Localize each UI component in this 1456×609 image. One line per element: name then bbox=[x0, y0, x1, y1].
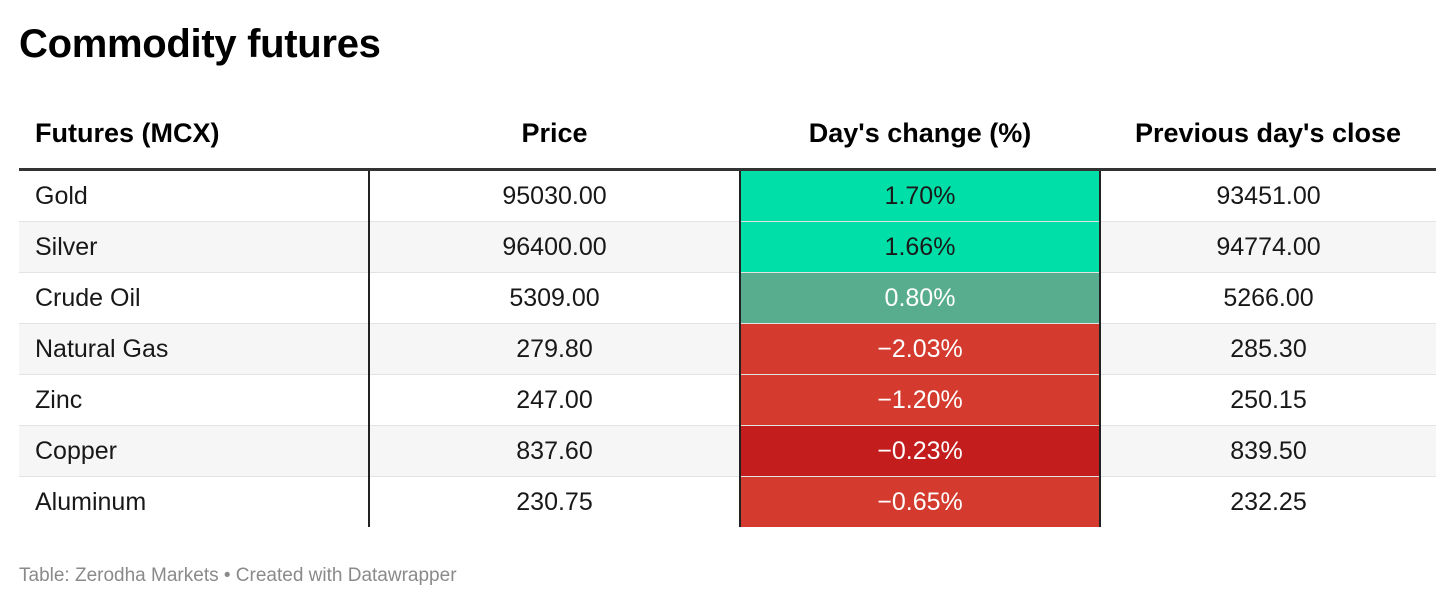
price-cell: 837.60 bbox=[368, 425, 740, 477]
page-title: Commodity futures bbox=[19, 22, 381, 66]
price-cell: 95030.00 bbox=[368, 169, 740, 222]
days-change-cell: −0.65% bbox=[739, 476, 1101, 527]
commodity-name-cell: Silver bbox=[19, 221, 369, 273]
table-row: Zinc 247.00 −1.20% 250.15 bbox=[19, 374, 1436, 426]
previous-close-cell: 5266.00 bbox=[1100, 272, 1436, 324]
price-cell: 247.00 bbox=[368, 374, 740, 426]
previous-close-cell: 285.30 bbox=[1100, 323, 1436, 375]
commodity-name-cell: Copper bbox=[19, 425, 369, 477]
previous-close-cell: 250.15 bbox=[1100, 374, 1436, 426]
table-header-row: Futures (MCX) Price Day's change (%) Pre… bbox=[19, 98, 1436, 171]
price-cell: 96400.00 bbox=[368, 221, 740, 273]
table-row: Copper 837.60 −0.23% 839.50 bbox=[19, 425, 1436, 477]
column-header-days-change[interactable]: Day's change (%) bbox=[740, 98, 1100, 171]
column-header-price[interactable]: Price bbox=[369, 98, 740, 171]
table-row: Crude Oil 5309.00 0.80% 5266.00 bbox=[19, 272, 1436, 324]
previous-close-cell: 94774.00 bbox=[1100, 221, 1436, 273]
column-header-futures[interactable]: Futures (MCX) bbox=[19, 98, 369, 171]
source-note: Table: Zerodha Markets • Created with Da… bbox=[19, 565, 457, 586]
days-change-cell: −1.20% bbox=[739, 374, 1101, 426]
days-change-cell: −0.23% bbox=[739, 425, 1101, 477]
table-row: Silver 96400.00 1.66% 94774.00 bbox=[19, 221, 1436, 273]
days-change-cell: 0.80% bbox=[739, 272, 1101, 324]
price-cell: 5309.00 bbox=[368, 272, 740, 324]
commodity-table: Futures (MCX) Price Day's change (%) Pre… bbox=[19, 98, 1436, 527]
commodity-name-cell: Natural Gas bbox=[19, 323, 369, 375]
previous-close-cell: 839.50 bbox=[1100, 425, 1436, 477]
previous-close-cell: 93451.00 bbox=[1100, 169, 1436, 222]
table-row: Aluminum 230.75 −0.65% 232.25 bbox=[19, 476, 1436, 527]
table-row: Natural Gas 279.80 −2.03% 285.30 bbox=[19, 323, 1436, 375]
table-row: Gold 95030.00 1.70% 93451.00 bbox=[19, 169, 1436, 222]
commodity-name-cell: Gold bbox=[19, 169, 369, 222]
days-change-cell: −2.03% bbox=[739, 323, 1101, 375]
previous-close-cell: 232.25 bbox=[1230, 487, 1307, 516]
commodity-name-cell: Zinc bbox=[19, 374, 369, 426]
commodity-name-cell: Aluminum bbox=[35, 487, 147, 516]
commodity-name-cell: Crude Oil bbox=[19, 272, 369, 324]
column-header-previous-close[interactable]: Previous day's close bbox=[1100, 98, 1436, 171]
days-change-cell: 1.66% bbox=[739, 221, 1101, 273]
days-change-cell: 1.70% bbox=[739, 169, 1101, 222]
price-cell: 230.75 bbox=[368, 476, 740, 527]
price-cell: 279.80 bbox=[368, 323, 740, 375]
